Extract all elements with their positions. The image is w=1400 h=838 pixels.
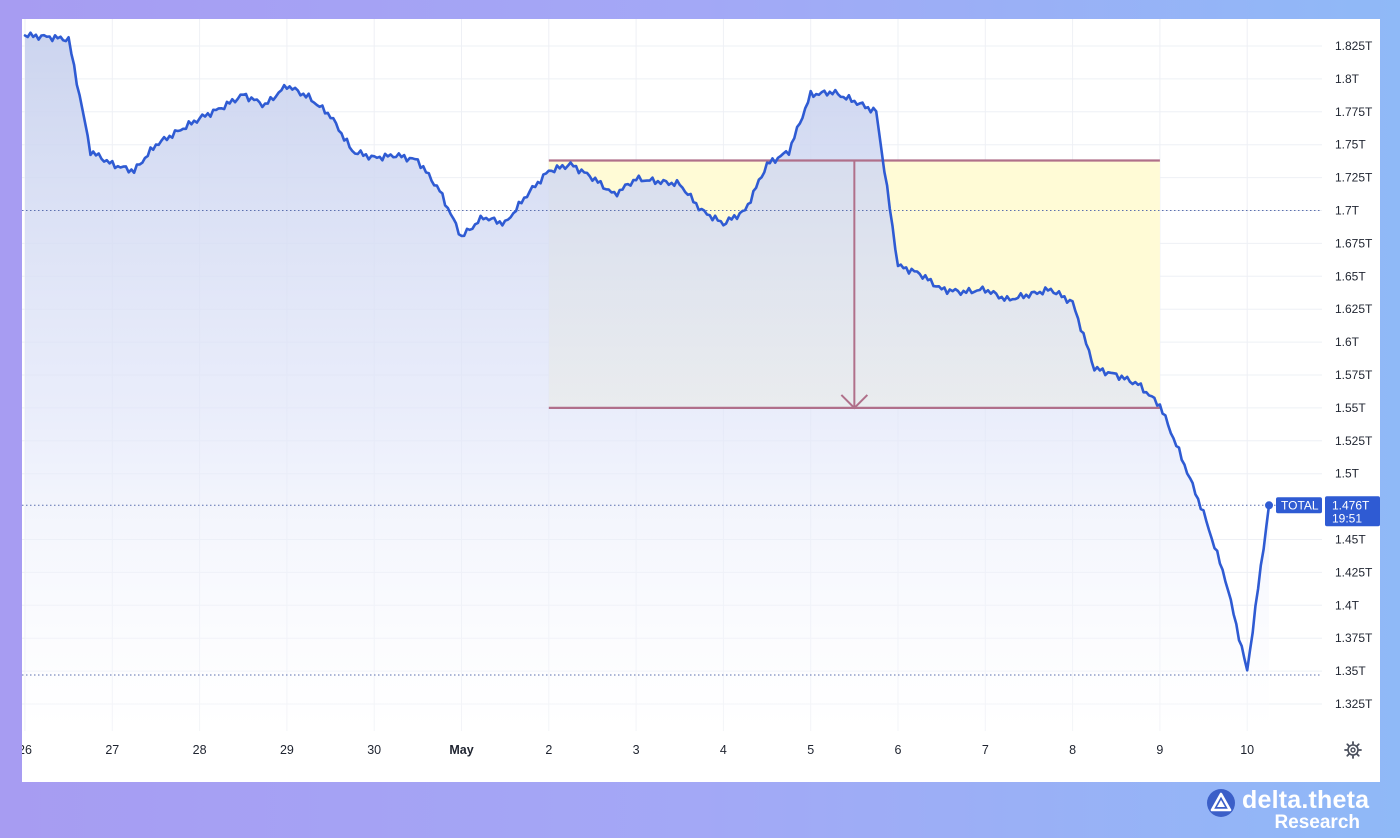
y-tick-label: 1.575T xyxy=(1335,368,1373,382)
delta-logo-icon xyxy=(1207,789,1235,817)
chart-svg: 1.825T 1.8T 1.775T 1.75T 1.725T 1.7T 1.675T 1.6… xyxy=(22,19,1380,759)
chart-panel: 1.825T 1.8T 1.775T 1.75T 1.725T 1.7T 1.675T 1.6… xyxy=(22,19,1380,782)
y-tick-label: 1.4T xyxy=(1335,598,1360,612)
series-line-total xyxy=(23,31,1271,672)
x-tick-label: 7 xyxy=(982,743,989,757)
y-tick-label: 1.45T xyxy=(1335,533,1366,547)
last-value-labels: TOTAL 1.476T 19:51 xyxy=(1276,496,1380,527)
y-tick-label: 1.425T xyxy=(1335,565,1373,579)
y-tick-label: 1.825T xyxy=(1335,39,1373,53)
price-tag-bg xyxy=(1325,496,1380,527)
x-tick-label: May xyxy=(449,743,473,757)
series-tag-bg xyxy=(1276,497,1322,514)
x-tick-label: 6 xyxy=(895,743,902,757)
y-tick-label: 1.5T xyxy=(1335,467,1360,481)
price-tag-countdown: 19:51 xyxy=(1332,511,1362,525)
x-tick-label: 27 xyxy=(105,743,119,757)
x-axis: 26 27 28 29 30 May 2 3 4 5 6 7 8 9 10 xyxy=(22,743,1254,757)
price-tag-value: 1.476T xyxy=(1332,498,1370,512)
y-tick-label: 1.775T xyxy=(1335,105,1373,119)
x-tick-label: 9 xyxy=(1156,743,1163,757)
series-tag-label: TOTAL xyxy=(1281,498,1319,512)
y-tick-label: 1.6T xyxy=(1335,335,1360,349)
y-tick-label: 1.35T xyxy=(1335,664,1366,678)
last-point-marker xyxy=(1265,501,1274,510)
brand-watermark: delta.theta Research xyxy=(1206,786,1386,834)
reference-lines xyxy=(22,210,1322,676)
y-tick-label: 1.7T xyxy=(1335,204,1360,218)
y-tick-label: 1.75T xyxy=(1335,138,1366,152)
brand-name: delta.theta xyxy=(1242,786,1370,814)
x-tick-label: 30 xyxy=(367,743,381,757)
y-tick-label: 1.55T xyxy=(1335,401,1366,415)
x-tick-label: 10 xyxy=(1240,743,1254,757)
y-tick-label: 1.325T xyxy=(1335,697,1373,711)
y-tick-label: 1.8T xyxy=(1335,72,1360,86)
x-tick-label: 5 xyxy=(807,743,814,757)
series-area-total xyxy=(25,32,1269,731)
price-range-annotation[interactable] xyxy=(548,159,1160,410)
x-tick-label: 2 xyxy=(545,743,552,757)
brand-subtitle: Research xyxy=(1274,812,1360,833)
y-tick-label: 1.725T xyxy=(1335,171,1373,185)
x-tick-label: 3 xyxy=(633,743,640,757)
y-tick-label: 1.375T xyxy=(1335,631,1373,645)
x-tick-label: 28 xyxy=(193,743,207,757)
price-range-arrow-head xyxy=(840,394,869,410)
y-tick-label: 1.675T xyxy=(1335,236,1373,250)
y-tick-label: 1.525T xyxy=(1335,434,1373,448)
x-tick-label: 8 xyxy=(1069,743,1076,757)
y-tick-label: 1.625T xyxy=(1335,302,1373,316)
x-tick-label: 29 xyxy=(280,743,294,757)
x-tick-label: 4 xyxy=(720,743,727,757)
gear-icon[interactable] xyxy=(1344,741,1362,759)
y-tick-label: 1.65T xyxy=(1335,269,1366,283)
x-tick-label: 26 xyxy=(22,743,32,757)
y-axis: 1.825T 1.8T 1.775T 1.75T 1.725T 1.7T 1.675T 1.6… xyxy=(1335,39,1373,711)
